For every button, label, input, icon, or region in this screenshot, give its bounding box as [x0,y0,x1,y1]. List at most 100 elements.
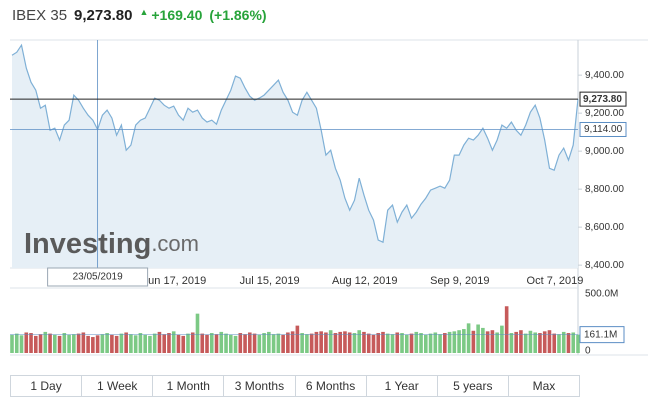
x-tick-label: Jul 15, 2019 [240,275,300,287]
volume-bar [248,332,252,353]
y-tick-label: 8,800.00 [585,184,624,195]
volume-bar [29,333,33,353]
range-button[interactable]: 1 Day [11,376,83,396]
volume-bar [124,332,128,353]
volume-bar [452,331,457,353]
volume-bar [138,333,143,353]
volume-bar [290,331,295,353]
volume-bar [219,331,224,353]
volume-bar [533,332,537,353]
last-price-label: 9,273.80 [583,94,622,105]
y-tick-label: 500.0M [585,289,618,300]
chart: 8,400.00 8,600.00 8,800.00 9,000.00 9,200.00… [10,39,648,357]
watermark: Investing.com [24,228,199,260]
volume-bar [400,333,404,353]
volume-bar [76,333,81,353]
volume-bar [509,333,514,353]
range-button[interactable]: 1 Month [153,376,225,396]
volume-bar [414,331,419,353]
volume-bar [476,324,480,353]
volume-bar [300,333,304,353]
change-pct: (+1.86%) [209,7,267,23]
volume-bar [205,334,209,353]
volume-bar [357,330,362,353]
volume-bar [566,333,571,353]
volume-bar [262,333,266,353]
volume-bar [38,334,43,353]
y-tick-label: 9,400.00 [585,70,624,81]
volume-bar [428,333,433,353]
volume-bar [281,334,285,353]
volume-bar [438,334,442,353]
y-tick-label: 9,200.00 [585,108,624,119]
volume-bar [286,332,290,353]
y-tick-label: 8,400.00 [585,260,624,271]
volume-bar [385,333,390,353]
volume-bar [257,334,262,353]
change: +169.40 [151,7,203,23]
range-button[interactable]: 1 Week [82,376,154,396]
volume-bar [390,334,395,353]
volume-bar [81,332,86,353]
volume-bar [271,334,276,353]
last-price-box [579,91,627,107]
y-tick-label: 0 [585,346,591,357]
y-tick-label: 9,000.00 [585,146,624,157]
volume-bar [105,333,109,353]
volume-bar [528,330,533,353]
volume-bar [114,335,119,353]
volume-bar [119,333,124,353]
x-tick-label: Oct 7, 2019 [527,275,584,287]
range-button[interactable]: 5 years [438,376,509,396]
crosshair-date-box [47,267,149,287]
volume-bar [314,331,319,353]
volume-bar [485,331,490,353]
volume-bar [381,331,385,353]
volume-bar [200,333,205,353]
volume-bar [243,334,247,353]
volume-bar [466,323,471,353]
volume-bar [514,331,518,353]
volume-bar [447,331,452,353]
volume-bar [86,335,90,353]
volume-bar [276,333,281,353]
volume-bar [53,334,57,353]
volume-bar [309,333,314,353]
x-tick-label: Sep 9, 2019 [430,275,489,287]
range-button[interactable]: Max [532,379,556,393]
x-tick-label: Jun 17, 2019 [143,275,207,287]
volume-bar [423,334,428,353]
range-button[interactable]: 3 Months [224,376,296,396]
volume-bar [295,325,300,353]
volume-bar [162,334,167,353]
volume-bar [186,333,190,353]
volume-bar [481,327,485,353]
volume-bar [519,330,523,353]
volume-bar [561,331,566,353]
volume-bar [10,334,14,353]
volume-bar [324,332,328,353]
volume-bar [328,330,333,353]
volume-bar [72,334,76,353]
volume-bar [495,332,499,353]
range-button[interactable]: 6 Months [296,376,367,396]
volume-bar [171,331,176,353]
crosshair-value-box [579,121,627,137]
up-arrow: ▲ [139,7,149,17]
volume-bar [91,337,95,353]
volume-bar [471,330,476,353]
last-volume-box [579,326,625,344]
volume-bar [267,331,271,353]
volume-bar [252,333,257,353]
volume-bar [371,334,376,353]
volume-bar [523,333,528,353]
volume-bar [129,334,133,353]
volume-bar [504,306,509,353]
volume-bar [62,333,67,353]
range-button[interactable]: 1 Year [367,376,438,396]
range-buttons: 1 Day 1 Week 1 Month 3 Months 6 Months 1 Year… [10,375,580,397]
volume-bar [233,335,238,353]
volume-bar [490,330,495,353]
volume-bar [305,334,309,353]
